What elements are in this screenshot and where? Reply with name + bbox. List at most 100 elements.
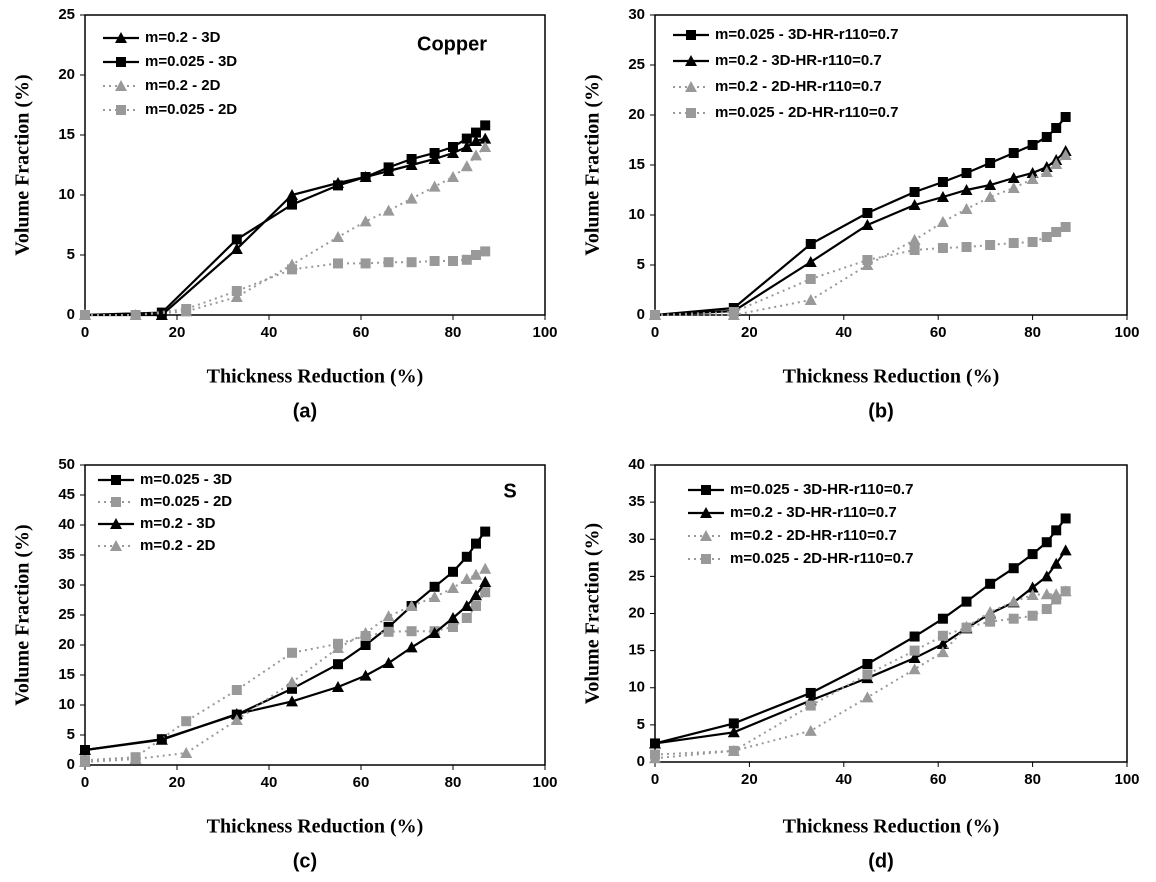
data-point [862, 208, 873, 218]
data-point [332, 681, 344, 692]
x-tick-label: 20 [169, 774, 186, 791]
data-point [180, 747, 193, 758]
y-tick-label: 15 [628, 156, 645, 173]
y-tick-label: 0 [637, 306, 645, 323]
legend-marker [115, 80, 127, 91]
data-point [862, 669, 873, 680]
data-point [181, 716, 192, 727]
data-point [1027, 549, 1038, 560]
x-tick-label: 40 [261, 324, 278, 341]
y-tick-label: 10 [58, 696, 75, 713]
legend-label: m=0.025 - 2D [145, 101, 237, 118]
data-point [985, 240, 996, 250]
data-point [448, 142, 458, 152]
data-point [961, 242, 972, 252]
data-point [728, 718, 739, 729]
data-point [130, 310, 141, 320]
y-tick-label: 35 [628, 493, 645, 510]
y-axis-label: Volume Fraction (%) [582, 523, 604, 704]
data-point [461, 133, 472, 144]
y-tick-label: 30 [628, 530, 645, 547]
legend-label: m=0.2 - 3D-HR-r110=0.7 [730, 504, 897, 521]
series-line [654, 116, 1067, 317]
data-point [1060, 586, 1071, 597]
data-point [80, 310, 90, 320]
series-line [654, 549, 1067, 745]
data-point [460, 600, 473, 611]
x-tick-label: 0 [81, 774, 89, 791]
data-point [937, 177, 948, 187]
data-point [936, 646, 949, 658]
data-point [470, 589, 482, 601]
y-tick-label: 0 [637, 753, 645, 770]
data-point [985, 616, 996, 627]
data-point [985, 578, 996, 589]
data-point [231, 685, 242, 695]
data-point [861, 691, 874, 703]
data-point [230, 243, 243, 254]
data-point [428, 591, 441, 602]
data-point [1026, 173, 1039, 184]
data-point [479, 562, 492, 574]
data-point [286, 189, 298, 200]
legend-label: m=0.025 - 3D-HR-r110=0.7 [730, 481, 913, 498]
series-line [84, 530, 487, 752]
legend-marker [116, 105, 126, 115]
y-tick-label: 5 [637, 716, 645, 733]
x-tick-label: 80 [1024, 324, 1041, 341]
data-point [428, 153, 441, 164]
legend-marker [110, 518, 122, 529]
data-point [728, 745, 739, 756]
legend-marker [111, 497, 121, 507]
legend-label: m=0.025 - 3D [140, 471, 232, 488]
data-point [383, 626, 394, 637]
y-tick-label: 20 [628, 106, 645, 123]
data-point [447, 171, 459, 182]
data-point [448, 256, 458, 266]
data-point [287, 647, 297, 658]
data-point [471, 250, 481, 260]
data-point [936, 216, 949, 227]
data-point [1060, 222, 1071, 232]
data-point [1027, 237, 1038, 247]
data-point [405, 192, 418, 204]
y-tick-label: 0 [67, 306, 75, 323]
data-point [460, 160, 473, 172]
x-tick-label: 40 [835, 771, 852, 788]
data-point [231, 234, 242, 245]
x-tick-label: 60 [930, 771, 947, 788]
data-point [1051, 594, 1062, 605]
data-point [461, 551, 472, 562]
y-tick-label: 10 [58, 186, 75, 203]
data-point [961, 622, 972, 633]
data-point [230, 291, 243, 302]
x-tick-label: 60 [930, 324, 947, 341]
data-point [181, 304, 192, 314]
legend-marker [115, 32, 127, 43]
x-tick-label: 20 [169, 324, 186, 341]
data-point [861, 219, 874, 230]
data-point [936, 637, 949, 649]
data-point [471, 538, 481, 549]
data-point [79, 756, 91, 767]
legend-marker [686, 108, 696, 118]
data-point [286, 676, 298, 688]
legend-marker [685, 81, 697, 92]
data-point [1041, 132, 1052, 142]
data-point [332, 231, 344, 242]
data-point [985, 158, 996, 168]
annotation: S [503, 480, 516, 502]
series-line [84, 581, 487, 752]
series-line [85, 146, 486, 316]
y-tick-label: 30 [628, 6, 645, 23]
data-point [1008, 148, 1019, 158]
legend-label: m=0.2 - 2D [140, 537, 216, 554]
data-point [383, 257, 394, 268]
data-point [1008, 238, 1019, 248]
data-point [727, 726, 740, 738]
data-point [448, 566, 458, 577]
series-line [654, 590, 1066, 760]
data-point [480, 526, 491, 537]
x-tick-label: 40 [835, 324, 852, 341]
y-axis-label: Volume Fraction (%) [12, 524, 34, 705]
